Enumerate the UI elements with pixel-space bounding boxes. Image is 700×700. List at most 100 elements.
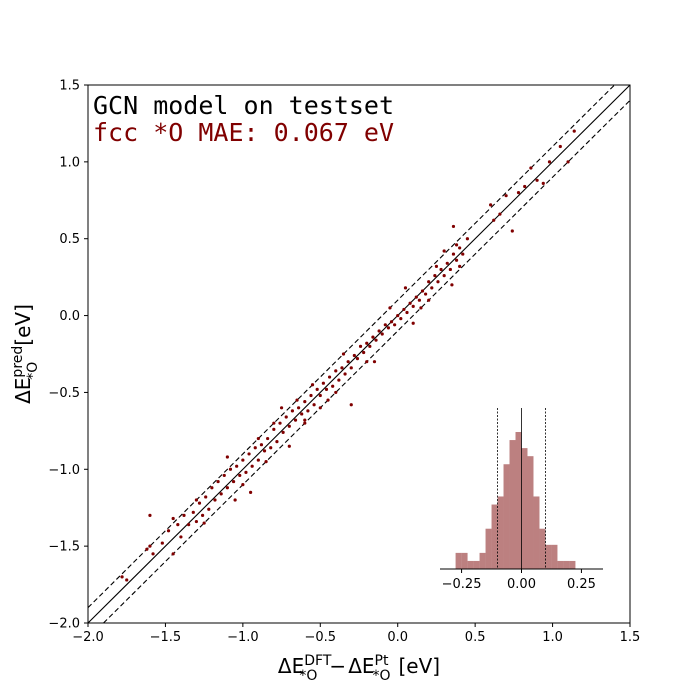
data-point-81	[402, 307, 406, 312]
data-point-13	[191, 510, 195, 514]
data-point-66	[355, 357, 360, 361]
data-point-135	[434, 264, 439, 268]
data-point-67	[358, 344, 363, 348]
histogram-bar-11	[521, 448, 528, 569]
data-point-98	[454, 258, 459, 262]
data-point-37	[266, 436, 270, 441]
data-point-38	[269, 446, 273, 450]
data-point-22	[219, 492, 223, 496]
x-label-prefix2: ΔE	[348, 654, 374, 678]
data-point-90	[430, 286, 434, 290]
data-point-79	[396, 313, 400, 318]
data-point-86	[417, 298, 421, 302]
data-point-33	[253, 446, 257, 450]
data-point-147	[442, 249, 446, 253]
data-point-97	[451, 252, 456, 256]
data-point-94	[442, 274, 446, 278]
histogram-bar-14	[539, 528, 546, 569]
data-point-139	[318, 406, 322, 410]
data-point-68	[362, 350, 366, 355]
plot-frame	[87, 84, 631, 624]
data-point-39	[272, 427, 276, 431]
y-tick-label-5: 0.5	[59, 232, 80, 247]
data-point-138	[341, 352, 346, 356]
data-point-92	[436, 280, 440, 284]
data-point-140	[272, 421, 276, 425]
data-point-42	[281, 430, 285, 434]
y-tick-label-1: −1.5	[48, 540, 80, 555]
data-point-113	[535, 178, 539, 182]
data-point-104	[458, 264, 462, 268]
data-point-78	[393, 323, 397, 327]
data-point-116	[558, 144, 562, 149]
data-point-136	[419, 306, 423, 310]
histogram-bar-5	[485, 528, 492, 569]
data-point-101	[451, 224, 456, 229]
data-point-125	[233, 498, 237, 502]
data-point-6	[160, 541, 164, 545]
data-point-18	[207, 507, 211, 511]
x-label-prefix: ΔE	[278, 654, 304, 678]
data-point-48	[300, 412, 304, 416]
data-point-73	[377, 329, 381, 333]
y-tick-label-0: −2.0	[48, 617, 80, 632]
histogram-bar-3	[473, 560, 480, 569]
data-point-50	[306, 409, 310, 413]
data-point-72	[374, 338, 378, 342]
data-point-109	[510, 229, 514, 233]
data-point-45	[290, 409, 295, 413]
data-point-146	[334, 390, 338, 395]
x-axis-ticks: −2.0 −1.5 −1.0 −0.5 0.0 0.5 1.0 1.5	[72, 623, 640, 645]
x-tick-label-6: 1.0	[542, 630, 563, 645]
histogram-bar-0	[455, 552, 462, 569]
data-point-120	[349, 403, 353, 407]
data-point-8	[171, 516, 175, 521]
data-point-65	[352, 353, 356, 358]
data-point-88	[423, 292, 428, 296]
x-label-unit: [eV]	[398, 654, 440, 678]
data-point-63	[346, 360, 350, 364]
data-point-28	[238, 473, 242, 478]
data-point-117	[566, 160, 570, 164]
histogram-tick-label-1: 0.00	[507, 577, 536, 592]
data-point-11	[182, 513, 186, 518]
data-point-21	[216, 479, 220, 484]
x-tick-label-0: −2.0	[72, 630, 104, 645]
x-tick-label-3: −0.5	[304, 630, 336, 645]
data-point-148	[465, 237, 469, 241]
data-point-76	[386, 326, 391, 330]
data-point-127	[202, 521, 206, 525]
data-point-134	[411, 321, 415, 325]
data-point-99	[458, 246, 462, 250]
data-point-143	[171, 552, 175, 556]
data-point-46	[293, 418, 298, 422]
data-point-40	[275, 440, 279, 444]
data-point-57	[327, 375, 332, 379]
data-point-56	[324, 387, 329, 391]
data-point-54	[318, 393, 322, 398]
data-point-29	[241, 458, 245, 462]
y-tick-label-6: 1.0	[59, 155, 80, 170]
y-tick-label-3: −0.5	[48, 386, 80, 401]
histogram-tick-label-0: −0.25	[442, 577, 482, 592]
data-point-36	[262, 449, 267, 453]
histogram-bar-8	[503, 464, 510, 569]
data-point-9	[176, 523, 180, 527]
x-tick-label-1: −1.5	[150, 630, 182, 645]
annotation-mae: fcc *O MAE: 0.067 eV	[93, 118, 394, 147]
data-point-4	[151, 552, 155, 556]
data-point-100	[461, 252, 465, 256]
data-point-110	[516, 191, 521, 195]
data-point-24	[225, 486, 229, 490]
data-point-62	[343, 372, 347, 376]
data-point-87	[420, 289, 425, 293]
y-axis-ticks: −2.0 −1.5 −1.0 −0.5 0.0 0.5 1.0 1.5	[48, 79, 88, 632]
x-label-sup2: Pt	[375, 653, 389, 669]
data-point-106	[492, 218, 496, 222]
x-tick-label-7: 1.5	[620, 630, 641, 645]
data-point-20	[213, 498, 217, 502]
data-point-91	[433, 274, 437, 278]
data-point-61	[340, 366, 344, 370]
y-axis-label: ΔEpred*O [eV]	[10, 304, 41, 404]
x-tick-label-4: 0.0	[387, 630, 408, 645]
